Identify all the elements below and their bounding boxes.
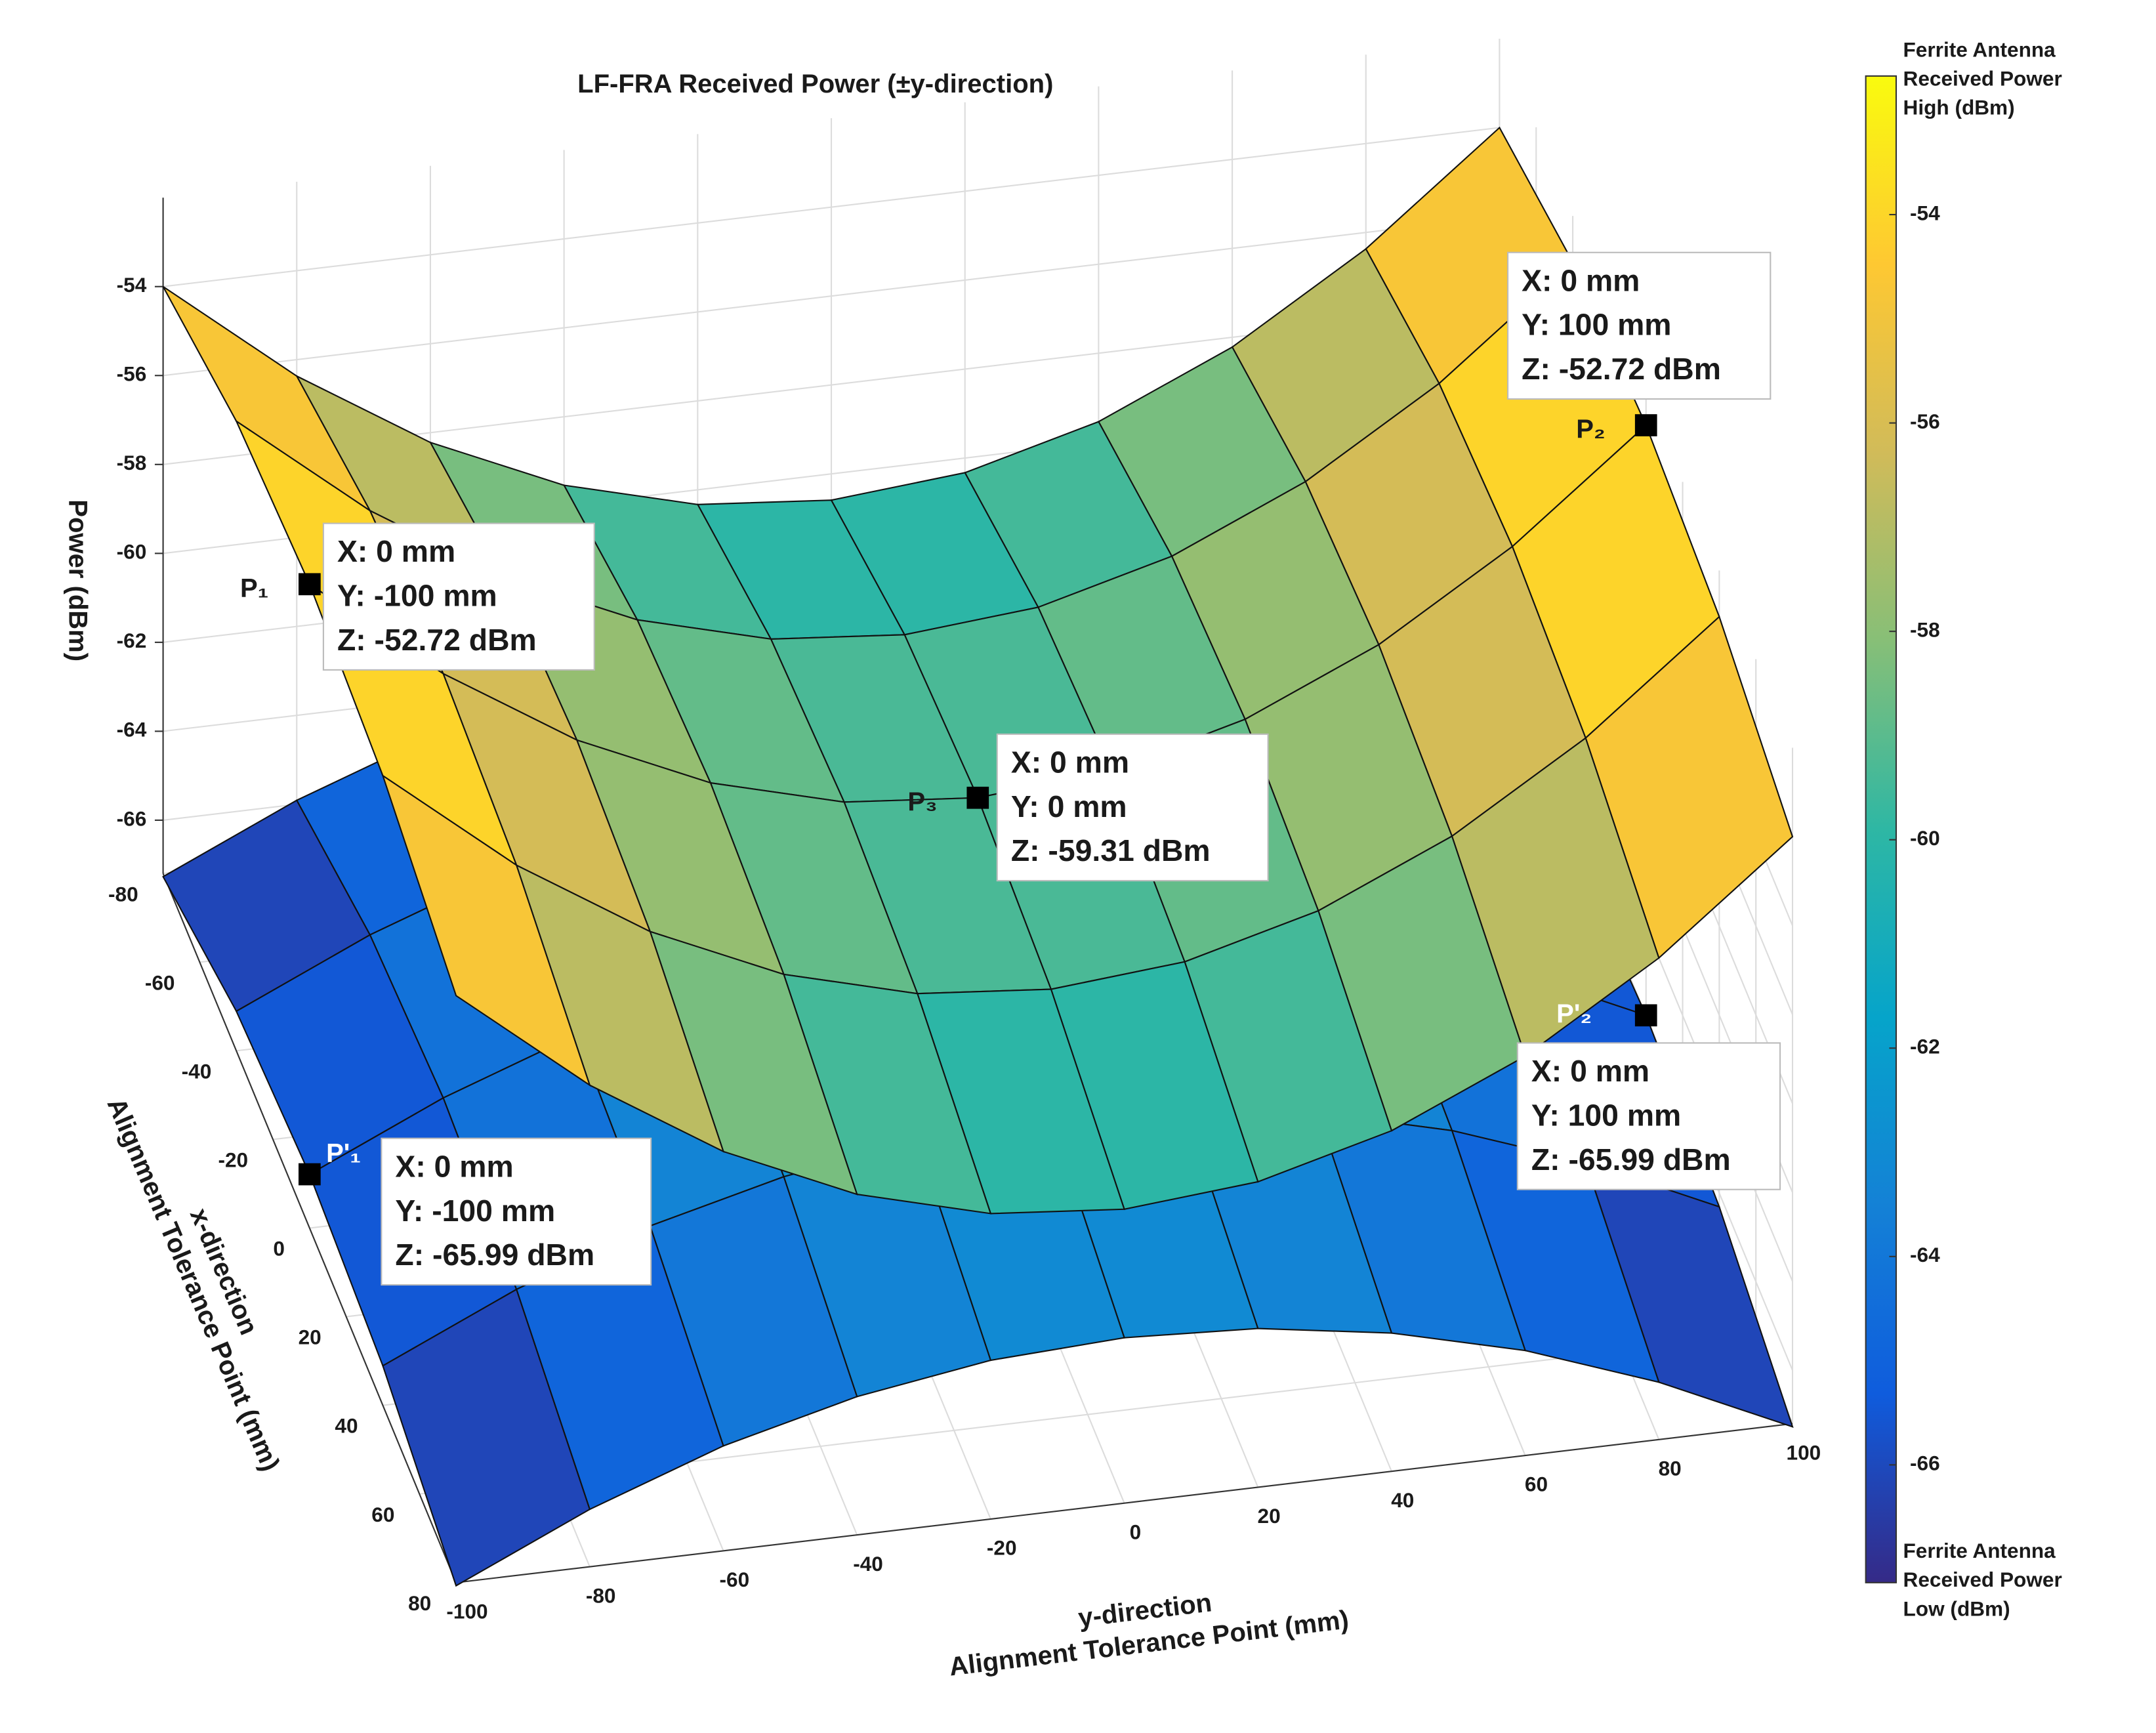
datatip-text: Z: -59.31 dBm — [1011, 833, 1211, 867]
x-tick-label: 0 — [273, 1237, 285, 1261]
y-tick-label: 20 — [1258, 1504, 1281, 1528]
y-tick-label: -60 — [720, 1568, 750, 1591]
x-tick-label: 40 — [335, 1414, 358, 1438]
datatip-marker — [298, 573, 321, 596]
datatip-label: P₁ — [240, 574, 268, 602]
datatip-text: Y: 100 mm — [1522, 308, 1671, 342]
x-tick-label: -60 — [145, 971, 175, 994]
colorbar — [1865, 75, 1897, 1583]
x-tick-label: -80 — [108, 882, 138, 906]
chart-title: LF-FRA Received Power (±y-direction) — [577, 70, 1053, 98]
x-tick-label: 20 — [299, 1326, 321, 1349]
colorbar-tick-label: -54 — [1910, 201, 1940, 224]
datatip-text: X: 0 mm — [395, 1149, 513, 1183]
colorbar-tick-label: -60 — [1910, 826, 1940, 850]
surface-cell — [382, 1288, 591, 1587]
datatip-text: X: 0 mm — [337, 534, 455, 568]
z-tick-label: -62 — [117, 629, 147, 652]
grid-line — [163, 215, 1500, 377]
y-tick-label: 40 — [1391, 1488, 1414, 1512]
colorbar-tick-label: -56 — [1910, 409, 1940, 433]
x-tick-label: 60 — [371, 1503, 394, 1526]
y-tick-label: -100 — [446, 1600, 487, 1623]
datatip-box — [996, 733, 1269, 882]
colorbar-tick-label: -62 — [1910, 1035, 1940, 1058]
surface-cell — [381, 774, 591, 1087]
colorbar-bottom-label: Ferrite Antenna — [1903, 1539, 2056, 1562]
colorbar-tick-label: -66 — [1910, 1451, 1940, 1475]
x-tick-label: -40 — [182, 1059, 212, 1083]
colorbar-top-label: High (dBm) — [1903, 96, 2015, 119]
x-axis-label: x-directionAlignment Tolerance Point (mm… — [102, 1081, 316, 1475]
x-axis-label-line: Alignment Tolerance Point (mm) — [102, 1094, 285, 1475]
z-axis-label: Power (dBm) — [63, 499, 92, 661]
datatip-text: Z: -52.72 dBm — [337, 623, 537, 657]
colorbar-tick-label: -64 — [1910, 1243, 1940, 1266]
datatip-box — [1507, 251, 1772, 400]
datatip-text: X: 0 mm — [1531, 1054, 1649, 1088]
z-tick-label: -66 — [117, 806, 147, 830]
colorbar-bottom-label: Received Power — [1903, 1568, 2062, 1591]
datatip-text: Y: -100 mm — [337, 579, 497, 613]
colorbar-top-label: Received Power — [1903, 67, 2062, 91]
datatip-text: X: 0 mm — [1011, 745, 1129, 779]
datatip-label: P₂ — [1576, 415, 1605, 444]
datatip-text: Y: -100 mm — [395, 1194, 555, 1228]
colorbar-bottom-label: Low (dBm) — [1903, 1597, 2010, 1620]
datatip-box — [1516, 1042, 1781, 1190]
grid-line — [163, 127, 1500, 287]
z-tick-label: -54 — [117, 273, 147, 297]
y-tick-label: 0 — [1130, 1520, 1142, 1543]
datatip-label: P₃ — [907, 787, 937, 816]
y-tick-label: -40 — [853, 1552, 883, 1576]
y-tick-label: -20 — [987, 1536, 1017, 1560]
axis-line — [455, 1423, 1793, 1583]
colorbar-tick-label: -58 — [1910, 617, 1940, 641]
datatip-text: Y: 0 mm — [1011, 789, 1127, 824]
y-tick-label: -80 — [586, 1583, 616, 1607]
y-tick-label: 100 — [1787, 1440, 1821, 1464]
x-tick-label: -20 — [218, 1148, 248, 1172]
datatip-text: Y: 100 mm — [1531, 1098, 1681, 1132]
colorbar-top-label: Ferrite Antenna — [1903, 37, 2056, 61]
datatip-text: X: 0 mm — [1522, 263, 1640, 297]
x-tick-label: 80 — [408, 1591, 431, 1615]
datatip-box — [322, 522, 595, 671]
datatip-text: Z: -65.99 dBm — [395, 1238, 594, 1272]
z-tick-label: -64 — [117, 718, 147, 741]
z-tick-label: -58 — [117, 451, 147, 474]
datatip-marker — [966, 786, 989, 809]
z-tick-label: -56 — [117, 362, 147, 386]
datatip-text: Z: -52.72 dBm — [1522, 352, 1721, 386]
datatip-marker — [1634, 414, 1657, 436]
datatip-label: P'₁ — [326, 1139, 361, 1168]
y-axis-label: y-directionAlignment Tolerance Point (mm… — [943, 1572, 1350, 1681]
datatip-marker — [298, 1163, 321, 1186]
y-tick-label: 80 — [1659, 1456, 1682, 1480]
axis-line — [162, 873, 457, 1583]
datatip-box — [381, 1137, 652, 1286]
datatip-text: Z: -65.99 dBm — [1531, 1142, 1731, 1177]
z-tick-label: -60 — [117, 540, 147, 564]
datatip-marker — [1634, 1004, 1657, 1027]
datatip-label: P'₂ — [1556, 999, 1592, 1028]
y-tick-label: 60 — [1525, 1472, 1548, 1496]
